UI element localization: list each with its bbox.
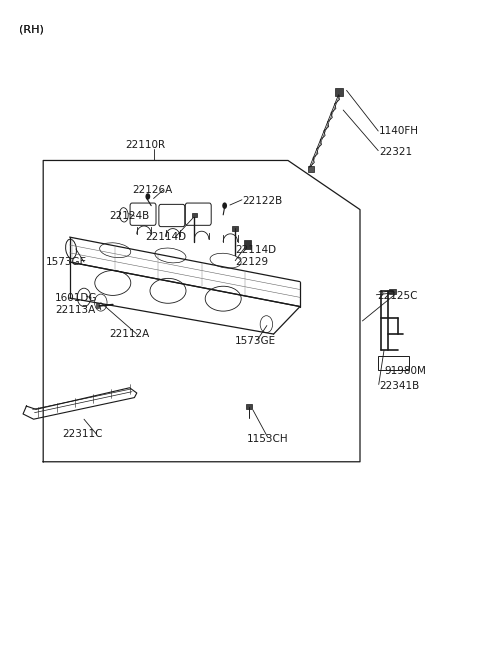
Text: 22126A: 22126A	[132, 185, 172, 195]
Text: 22341B: 22341B	[379, 381, 420, 392]
Text: 1573GE: 1573GE	[46, 257, 87, 267]
Text: 1601DG: 1601DG	[55, 293, 98, 303]
Text: 22110R: 22110R	[125, 140, 165, 151]
Bar	[96, 303, 99, 308]
Text: 22114D: 22114D	[235, 245, 276, 255]
Text: 1153CH: 1153CH	[247, 434, 289, 444]
Circle shape	[222, 202, 227, 209]
Text: 22112A: 22112A	[109, 329, 150, 339]
Text: (RH): (RH)	[19, 24, 44, 35]
Text: (RH): (RH)	[19, 24, 44, 35]
Text: 22125C: 22125C	[377, 291, 417, 301]
Text: 22114D: 22114D	[145, 232, 186, 242]
Bar	[232, 226, 238, 231]
Bar	[192, 213, 197, 217]
Bar	[244, 240, 251, 249]
Text: 22311C: 22311C	[62, 428, 103, 439]
Bar	[378, 356, 409, 370]
Text: 22113A: 22113A	[55, 305, 96, 315]
Text: 1140FH: 1140FH	[379, 126, 419, 136]
Text: 91980M: 91980M	[384, 366, 426, 377]
Bar	[335, 88, 343, 96]
Bar	[308, 166, 314, 172]
Text: 22124B: 22124B	[109, 211, 150, 221]
Text: 22122B: 22122B	[242, 196, 283, 206]
Bar	[389, 289, 396, 294]
Text: 22321: 22321	[379, 147, 412, 157]
Circle shape	[145, 193, 150, 200]
Text: 22129: 22129	[235, 257, 268, 267]
Bar	[246, 404, 252, 409]
Text: 1573GE: 1573GE	[235, 335, 276, 346]
